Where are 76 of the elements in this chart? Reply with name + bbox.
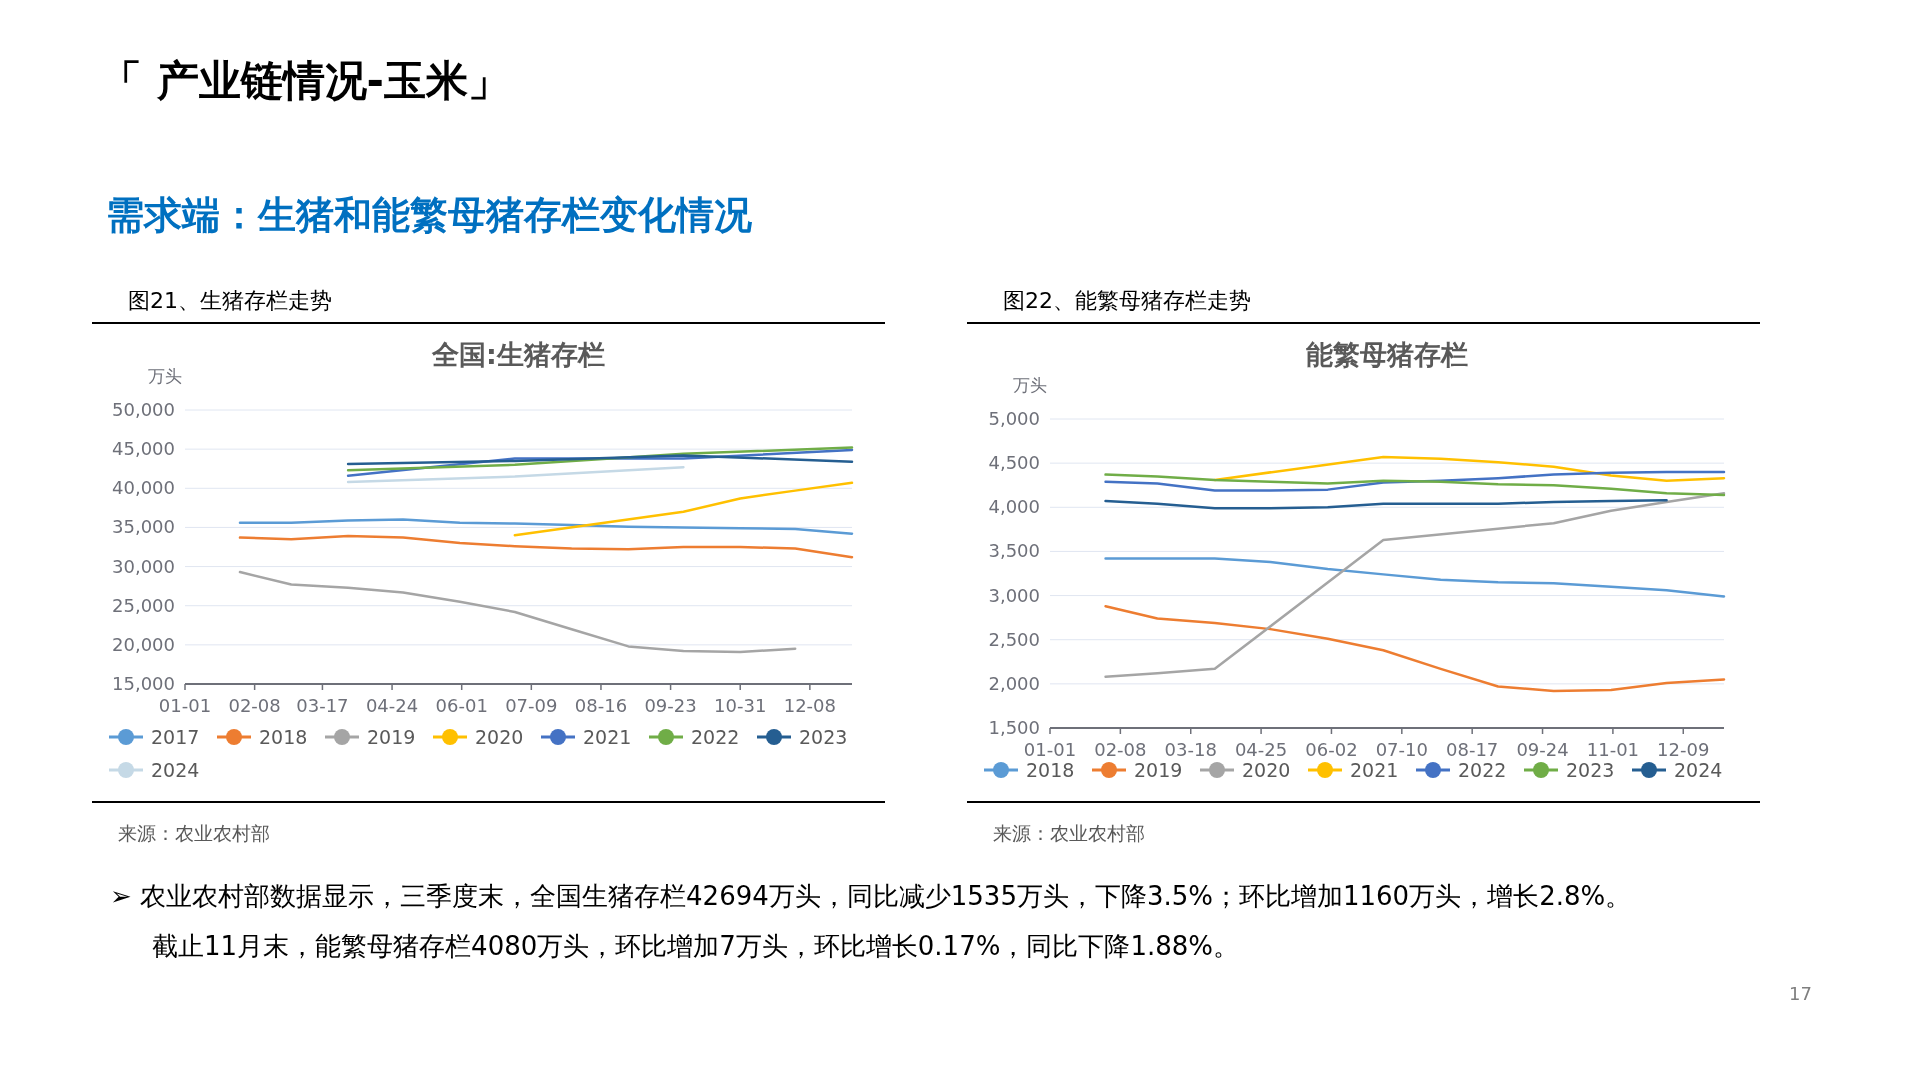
chart-title: 能繁母猪存栏: [1306, 339, 1468, 370]
y-tick-label: 45,000: [112, 438, 175, 460]
source-note: 来源：农业农村部: [993, 822, 1145, 844]
text: 「 产业链情况-玉米」: [100, 56, 511, 105]
y-tick-label: 30,000: [112, 555, 175, 577]
y-tick-label: 3,500: [988, 540, 1040, 562]
line-series: [1104, 470, 1726, 492]
x-tick-label: 04-24: [365, 695, 419, 716]
y-tick-label: 4,500: [988, 452, 1040, 474]
y-tick-label: 25,000: [112, 594, 175, 616]
x-tick-label: 12-08: [783, 695, 837, 716]
y-tick-label: 1,500: [988, 717, 1040, 738]
x-tick-label: 12-09: [1657, 739, 1710, 760]
x-tick-label: 04-25: [1234, 739, 1288, 760]
y-tick-label: 35,000: [112, 516, 175, 538]
x-tick-label: 07-10: [1375, 739, 1428, 760]
chart-title: 全国:生猪存栏: [431, 339, 605, 370]
line-series: [1213, 455, 1726, 483]
text: 需求端：生猪和能繁母猪存栏变化情况: [106, 193, 752, 237]
x-tick-label: 02-08: [1094, 739, 1147, 760]
line-series: [238, 534, 854, 559]
y-axis-title: 万头: [148, 366, 182, 386]
x-tick-label: 09-23: [644, 695, 697, 716]
line-series: [346, 454, 854, 466]
x-tick-label: 06-01: [435, 695, 488, 716]
caption: 图22、能繁母猪存栏走势: [1003, 288, 1251, 313]
line-series: [238, 518, 854, 535]
legend-label: 2019: [367, 726, 416, 748]
y-axis-title: 万头: [1013, 375, 1047, 395]
y-tick-label: 2,000: [988, 672, 1040, 694]
x-tick-label: 10-31: [714, 695, 767, 716]
line-series: [1104, 557, 1726, 598]
line-series: [1104, 491, 1726, 679]
legend-label: 2017: [151, 726, 200, 748]
legend-label: 2018: [1026, 759, 1075, 781]
legend-label: 2023: [1566, 759, 1615, 781]
text: 截止11月末，能繁母猪存栏4080万头，环比增加7万头，环比增长0.17%，同比下降1.88%。: [152, 931, 1239, 961]
x-tick-label: 07-09: [505, 695, 558, 716]
legend-label: 2022: [1458, 759, 1507, 781]
x-tick-label: 03-17: [296, 695, 349, 716]
line-series: [513, 481, 854, 537]
legend-label: 2022: [691, 726, 740, 748]
x-tick-label: 06-02: [1305, 739, 1358, 760]
text: ➢ 农业农村部数据显示，三季度末，全国生猪存栏42694万头，同比减少1535万头，下降3.5%；环比增加1160万头，增长2.8%。: [110, 881, 1632, 911]
legend-label: 2024: [151, 759, 200, 781]
legend-label: 2021: [1350, 759, 1399, 781]
y-tick-label: 15,000: [112, 673, 175, 694]
y-tick-label: 50,000: [112, 399, 175, 420]
text: 17: [1789, 983, 1812, 1004]
x-tick-label: 02-08: [228, 695, 281, 716]
x-tick-label: 01-01: [158, 695, 212, 716]
x-tick-label: 11-01: [1586, 739, 1640, 760]
y-tick-label: 4,000: [988, 496, 1040, 518]
legend-label: 2023: [799, 726, 848, 748]
legend-label: 2018: [259, 726, 308, 748]
legend-label: 2024: [1674, 759, 1723, 781]
line-series: [1104, 498, 1668, 510]
legend-label: 2020: [475, 726, 524, 748]
x-tick-label: 01-01: [1023, 739, 1077, 760]
line-series: [1104, 473, 1726, 497]
y-tick-label: 2,500: [988, 628, 1040, 650]
legend-label: 2021: [583, 726, 632, 748]
source-note: 来源：农业农村部: [118, 822, 270, 844]
x-tick-label: 03-18: [1164, 739, 1217, 760]
x-tick-label: 08-16: [574, 695, 628, 716]
y-tick-label: 3,000: [988, 584, 1040, 606]
y-tick-label: 20,000: [112, 633, 175, 655]
legend-label: 2019: [1134, 759, 1183, 781]
x-tick-label: 09-24: [1516, 739, 1569, 760]
y-tick-label: 40,000: [112, 477, 175, 499]
line-series: [1104, 604, 1726, 693]
line-series: [238, 570, 797, 654]
caption: 图21、生猪存栏走势: [128, 288, 332, 313]
y-tick-label: 5,000: [988, 408, 1040, 429]
legend-label: 2020: [1242, 759, 1291, 781]
x-tick-label: 08-17: [1446, 739, 1499, 760]
